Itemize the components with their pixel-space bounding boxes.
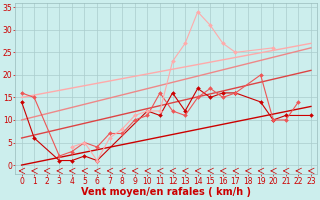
X-axis label: Vent moyen/en rafales ( km/h ): Vent moyen/en rafales ( km/h ) — [81, 187, 251, 197]
